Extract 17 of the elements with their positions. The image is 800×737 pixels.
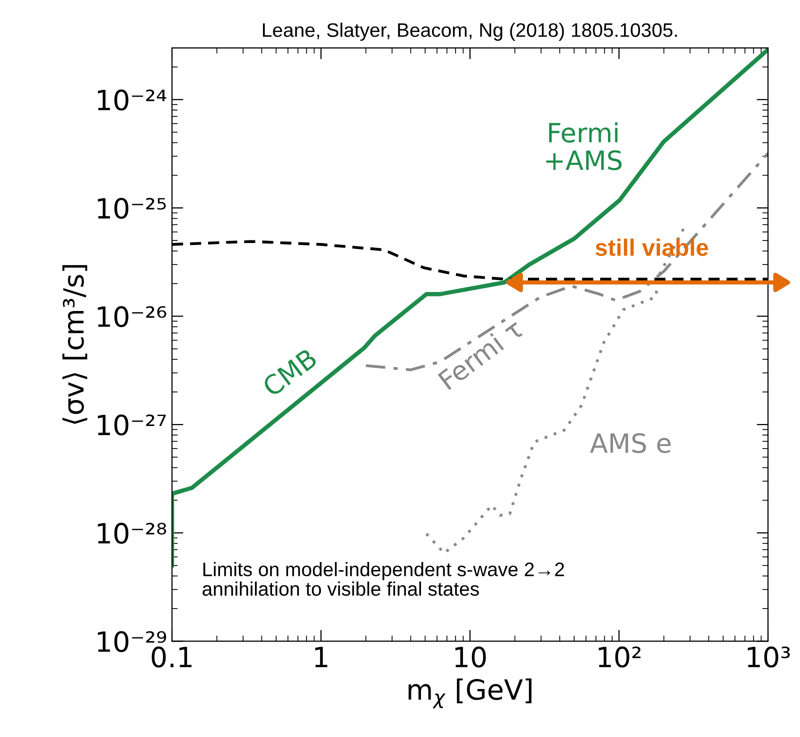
y-axis-title: ⟨σv⟩ [cm³/s] bbox=[62, 265, 88, 424]
y-tick-label: 10⁻²⁴ bbox=[98, 90, 166, 111]
y-tick-label: 10⁻²⁶ bbox=[98, 306, 166, 328]
x-tick-label: 10² bbox=[598, 646, 640, 668]
x-tick-label: 10³ bbox=[748, 646, 790, 668]
annotation: Fermi +AMS bbox=[546, 122, 622, 170]
x-tick-label: 1 bbox=[315, 646, 328, 668]
series-label: AMS e bbox=[590, 433, 671, 454]
y-tick-label: 10⁻²⁷ bbox=[98, 414, 166, 436]
y-tick-label: 10⁻²⁵ bbox=[98, 198, 166, 219]
chart-title: Leane, Slatyer, Beacom, Ng (2018) 1805.10305. bbox=[262, 22, 677, 41]
annotation: Limits on model-independent s-wave 2→2 annihilation to visible final states bbox=[202, 562, 564, 596]
annotation: still viable bbox=[596, 238, 708, 256]
x-tick-label: 10 bbox=[455, 646, 486, 668]
text: CMB bbox=[261, 348, 318, 398]
y-tick-label: 10⁻²⁸ bbox=[98, 522, 166, 544]
x-axis-title: m$_{χ}$ [GeV] bbox=[408, 678, 532, 708]
